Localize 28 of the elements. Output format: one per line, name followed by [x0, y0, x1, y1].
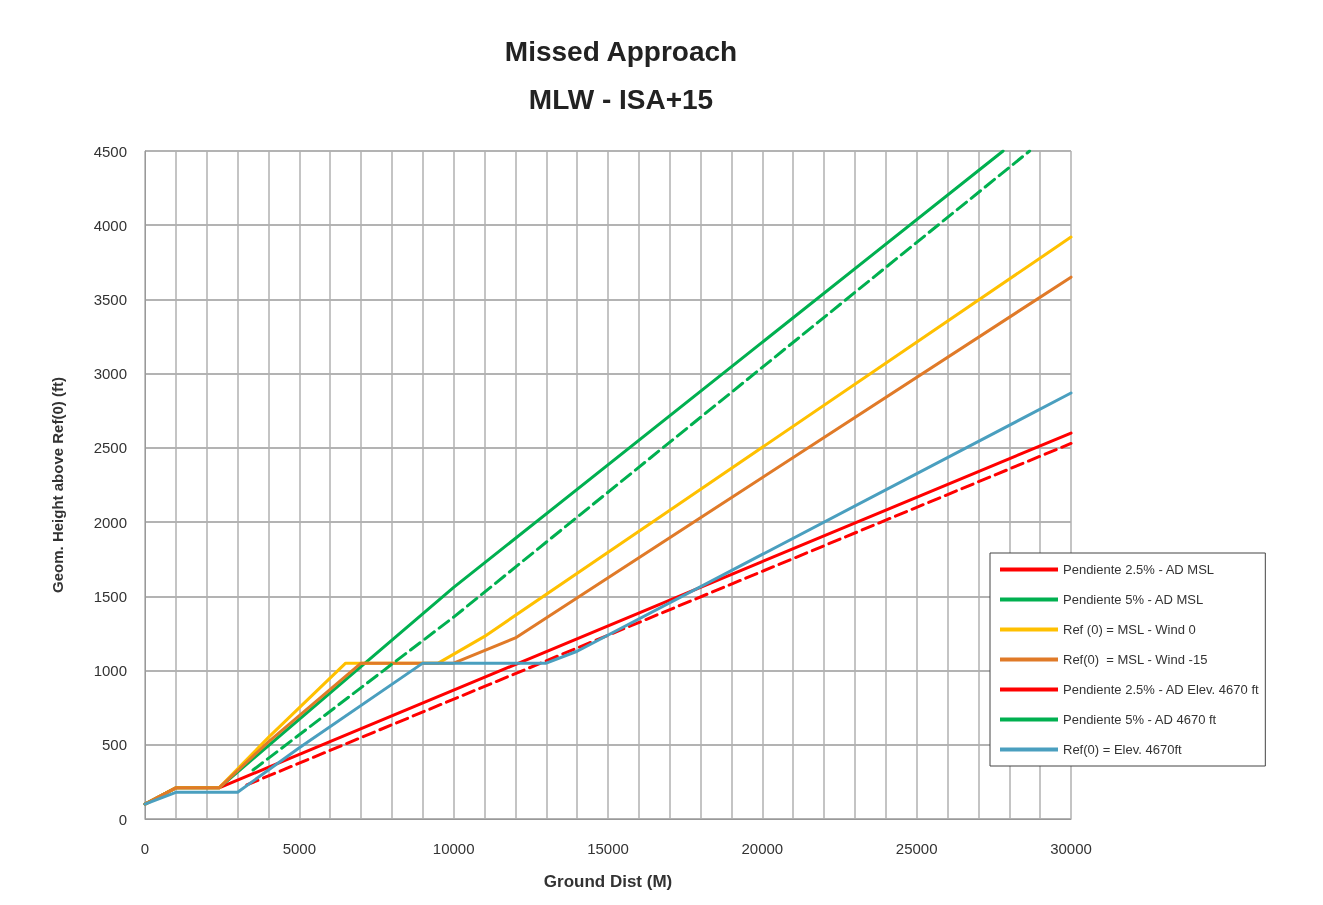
x-tick-label: 15000 — [587, 840, 629, 857]
x-tick-label: 10000 — [432, 840, 475, 857]
legend-label: Pendiente 2.5% - AD MSL — [1063, 562, 1215, 577]
y-tick-label: 2500 — [93, 439, 127, 457]
y-axis-title: Geom. Height above Ref(0) (ft) — [49, 377, 66, 593]
legend-label: Pendiente 5% - AD 4670 ft — [1063, 712, 1217, 727]
y-tick-label: 4500 — [93, 142, 127, 160]
x-tick-label: 0 — [140, 840, 150, 857]
y-tick-label: 3000 — [93, 365, 127, 383]
x-tick-label: 25000 — [895, 840, 938, 857]
y-tick-label: 1500 — [93, 587, 127, 605]
y-tick-label: 4000 — [93, 216, 127, 234]
chart-subtitle: MLW - ISA+15 — [528, 83, 714, 115]
legend-label: Pendiente 2.5% - AD Elev. 4670 ft — [1063, 682, 1259, 697]
x-tick-label: 20000 — [741, 840, 784, 857]
legend-label: Ref(0) = Elev. 4670ft — [1063, 742, 1183, 757]
x-tick-label: 5000 — [282, 840, 317, 857]
y-tick-label: 1000 — [93, 662, 127, 680]
x-axis-title: Ground Dist (M) — [543, 872, 673, 891]
y-tick-label: 2000 — [93, 513, 127, 531]
y-tick-label: 0 — [118, 810, 127, 828]
chart-title: Missed Approach — [504, 35, 738, 67]
x-tick-label: 30000 — [1050, 840, 1092, 857]
legend-label: Ref (0) = MSL - Wind 0 — [1063, 622, 1196, 637]
legend-label: Ref(0) = MSL - Wind -15 — [1063, 652, 1208, 667]
y-tick-label: 3500 — [93, 290, 127, 308]
y-tick-label: 500 — [101, 736, 127, 754]
legend-label: Pendiente 5% - AD MSL — [1063, 592, 1204, 607]
